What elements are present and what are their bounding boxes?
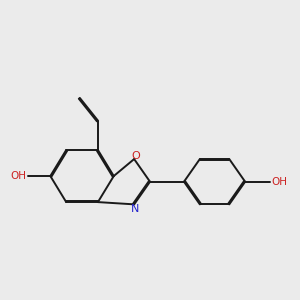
Text: OH: OH: [11, 171, 27, 181]
Text: O: O: [131, 151, 140, 161]
Text: N: N: [131, 204, 140, 214]
Text: OH: OH: [271, 177, 287, 187]
